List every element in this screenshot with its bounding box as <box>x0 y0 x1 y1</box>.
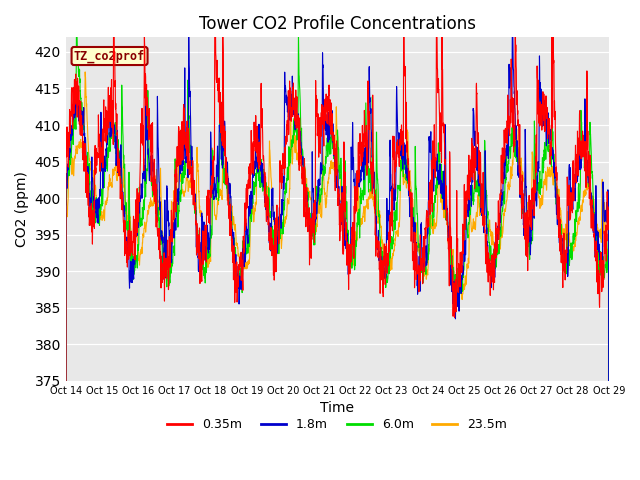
Legend: 0.35m, 1.8m, 6.0m, 23.5m: 0.35m, 1.8m, 6.0m, 23.5m <box>162 413 513 436</box>
Y-axis label: CO2 (ppm): CO2 (ppm) <box>15 171 29 247</box>
Title: Tower CO2 Profile Concentrations: Tower CO2 Profile Concentrations <box>199 15 476 33</box>
X-axis label: Time: Time <box>320 401 355 415</box>
Text: TZ_co2prof: TZ_co2prof <box>74 49 145 63</box>
